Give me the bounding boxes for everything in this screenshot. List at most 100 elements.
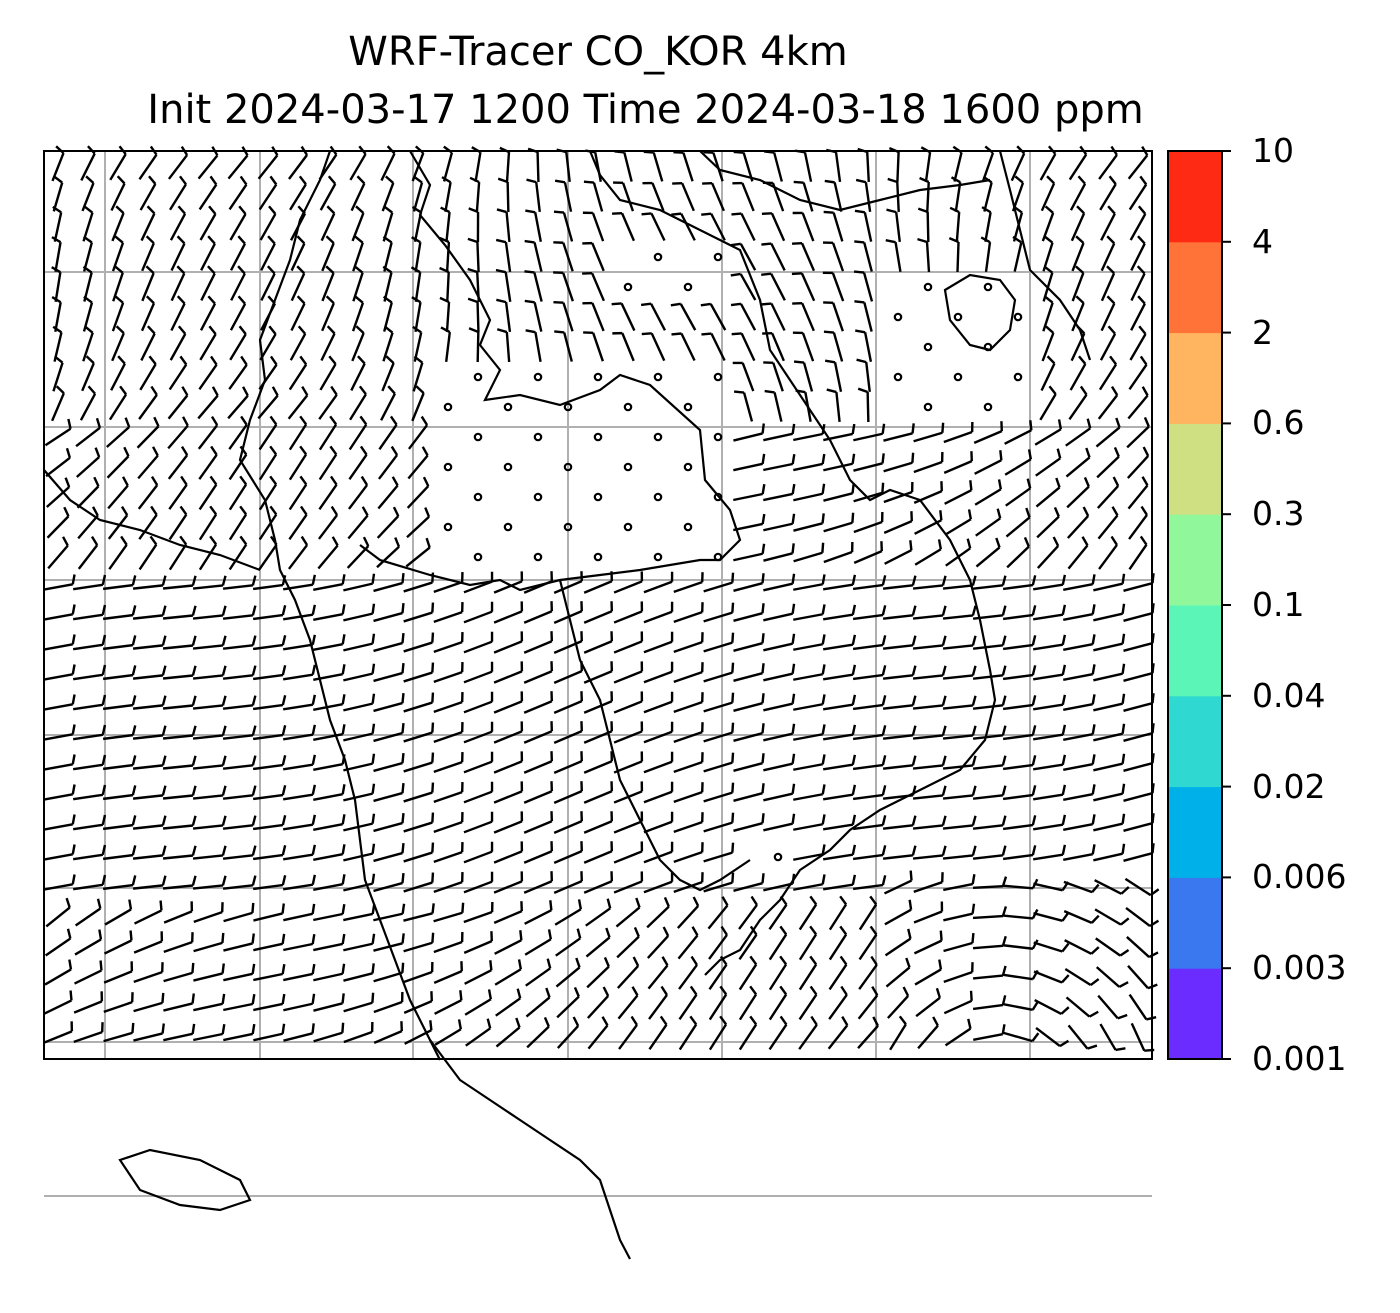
wind-barb — [1128, 535, 1148, 571]
wind-barb — [917, 207, 930, 243]
wind-barb — [914, 510, 943, 535]
wind-barb — [290, 235, 306, 272]
island-outline — [943, 273, 1017, 352]
wind-barb — [223, 902, 255, 923]
wind-barb — [854, 300, 873, 332]
wind-barb — [673, 842, 704, 863]
wind-barb — [974, 479, 1003, 506]
wind-barb — [497, 177, 510, 213]
wind-barb — [824, 179, 843, 212]
wind-barb — [858, 925, 878, 961]
wind-barb — [1068, 385, 1088, 421]
wind-barb — [793, 513, 825, 532]
wind-barb — [1032, 574, 1067, 591]
wind-barb — [972, 845, 1007, 860]
wind-barb — [1039, 385, 1057, 421]
wind-barb — [822, 634, 857, 651]
wind-barb — [525, 329, 542, 362]
wind-barb — [493, 781, 524, 804]
wind-barb — [434, 1019, 463, 1046]
wind-barb — [526, 178, 541, 213]
wind-barb — [373, 633, 405, 653]
wind-barb — [828, 985, 848, 1020]
wind-barb — [853, 541, 884, 564]
wind-barb — [943, 990, 973, 1015]
wind-barb — [44, 959, 73, 986]
wind-barb — [229, 325, 247, 361]
coastline-southern-landmass — [429, 1039, 631, 1260]
wind-barb — [192, 665, 227, 680]
wind-barb — [376, 506, 400, 539]
wind-barb — [103, 992, 134, 1013]
wind-barb — [853, 423, 886, 442]
wind-barb — [913, 872, 944, 893]
wind-barb — [822, 754, 857, 771]
wind-barb — [463, 931, 494, 954]
wind-barb — [137, 446, 159, 480]
coastlines — [43, 150, 1092, 1260]
wind-barb — [228, 355, 248, 390]
wind-barb — [380, 385, 396, 421]
wind-barb — [258, 505, 278, 541]
wind-barb — [672, 181, 695, 212]
wind-barb — [762, 331, 785, 362]
wind-barb — [822, 604, 857, 621]
wind-barb — [253, 1023, 286, 1042]
wind-barb — [252, 845, 287, 861]
wind-barb — [943, 421, 974, 444]
wind-barb — [103, 930, 133, 955]
wind-barb — [583, 571, 614, 594]
wind-barb — [703, 752, 735, 773]
wind-barb — [373, 603, 405, 623]
wind-barb — [406, 507, 431, 539]
wind-barb — [942, 725, 977, 740]
wind-barb — [169, 175, 187, 211]
wind-barb — [1071, 265, 1085, 302]
wind-barb — [313, 694, 346, 712]
colorbar-tick-label: 0.3 — [1252, 494, 1305, 534]
wind-barb — [222, 605, 257, 620]
wind-barb — [643, 721, 674, 744]
wind-barb — [43, 844, 76, 861]
wind-barb — [942, 635, 977, 650]
wind-barb — [553, 871, 584, 894]
wind-barb — [792, 331, 815, 362]
wind-barb — [703, 151, 724, 182]
colorbar — [1167, 150, 1231, 1060]
wind-barb — [887, 177, 900, 213]
wind-barb — [439, 266, 450, 303]
wind-barb — [349, 385, 367, 421]
wind-barb — [733, 483, 766, 502]
wind-barb — [287, 386, 309, 420]
wind-barb — [192, 725, 227, 740]
wind-barb — [553, 721, 584, 744]
wind-barb — [1098, 535, 1118, 570]
wind-barb — [1002, 665, 1037, 681]
wind-barb — [738, 1015, 758, 1051]
wind-barb — [585, 927, 611, 958]
wind-barb — [403, 782, 435, 803]
calm-marker — [593, 492, 603, 502]
wind-barb — [343, 813, 376, 832]
wind-barb — [646, 896, 670, 929]
wind-barb — [163, 993, 195, 1012]
wind-barb — [858, 955, 878, 990]
wind-barb — [613, 601, 644, 624]
wind-barb — [733, 453, 766, 472]
wind-barb — [193, 902, 224, 923]
wind-barb — [343, 1021, 374, 1044]
wind-barb — [162, 695, 197, 710]
wind-barb — [313, 903, 346, 922]
wind-barb — [673, 872, 704, 893]
wind-barb — [1126, 936, 1159, 959]
wind-barb — [252, 665, 287, 681]
wind-barb — [403, 602, 435, 623]
wind-barb — [198, 535, 218, 571]
wind-barb — [1063, 694, 1096, 711]
calm-marker — [503, 462, 513, 472]
wind-barb — [197, 386, 219, 420]
wind-barb — [192, 785, 227, 800]
wind-barb — [852, 845, 887, 861]
wind-barb — [403, 903, 435, 922]
wind-barb — [377, 476, 399, 510]
